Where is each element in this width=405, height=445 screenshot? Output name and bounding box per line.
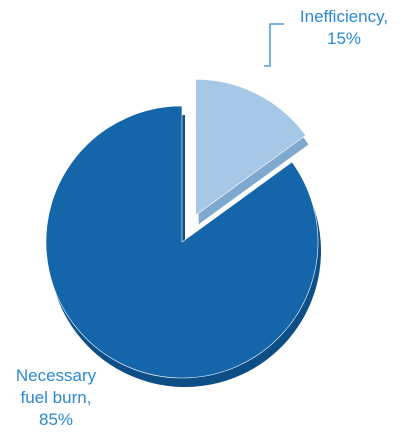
data-label-inefficiency: Inefficiency, 15% bbox=[286, 6, 402, 50]
data-label-necessary-line-2: fuel burn, bbox=[20, 388, 92, 407]
leader-line-inefficiency bbox=[264, 23, 284, 67]
data-label-necessary-fuel-burn: Necessary fuel burn, 85% bbox=[0, 365, 112, 431]
pie-slice-inefficiency bbox=[195, 78, 307, 216]
data-label-inefficiency-line-2: 15% bbox=[326, 29, 362, 48]
data-label-necessary-line-1: Necessary bbox=[15, 366, 97, 385]
data-label-inefficiency-line-1: Inefficiency, bbox=[299, 7, 389, 26]
data-label-necessary-line-3: 85% bbox=[38, 410, 74, 429]
leader-lines-layer bbox=[264, 23, 284, 67]
pie-slice-necessary-fuel-burn bbox=[45, 105, 319, 379]
slices-layer bbox=[45, 78, 322, 388]
